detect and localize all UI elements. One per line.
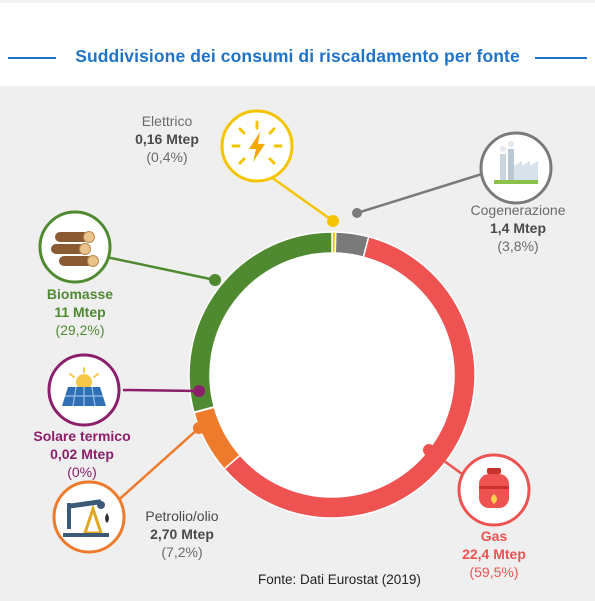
dot-solare	[193, 385, 205, 397]
leader-line-biomasse	[91, 252, 216, 282]
label-gas: Gas 22,4 Mtep (59,5%)	[446, 527, 542, 581]
label-solare-pct: (0%)	[67, 464, 97, 480]
logs-icon	[38, 210, 112, 284]
label-petrolio-name: Petrolio/olio	[145, 508, 219, 524]
source-note: Fonte: Dati Eurostat (2019)	[258, 572, 421, 587]
dot-gas	[423, 444, 435, 456]
dot-biomasse	[209, 274, 221, 286]
label-cogenerazione-pct: (3,8%)	[497, 238, 539, 254]
label-solare-value: 0,02 Mtep	[50, 446, 114, 462]
dot-cogenerazione	[352, 208, 362, 218]
label-gas-pct: (59,5%)	[469, 564, 519, 580]
header-rule-left	[8, 57, 56, 59]
chart-header: Suddivisione dei consumi di riscaldament…	[0, 38, 595, 78]
label-elettrico-name: Elettrico	[141, 113, 193, 129]
factory-icon	[479, 131, 553, 205]
label-cogenerazione-name: Cogenerazione	[470, 202, 566, 218]
chart-title: Suddivisione dei consumi di riscaldament…	[75, 46, 520, 66]
label-elettrico-pct: (0,4%)	[146, 149, 188, 165]
label-elettrico-value: 0,16 Mtep	[135, 131, 199, 147]
label-gas-name: Gas	[480, 528, 508, 544]
label-solare: Solare termico 0,02 Mtep (0%)	[12, 427, 152, 481]
top-border	[0, 0, 595, 3]
oil-pump-icon	[52, 480, 126, 554]
label-petrolio-value: 2,70 Mtep	[150, 526, 214, 542]
label-cogenerazione: Cogenerazione 1,4 Mtep (3,8%)	[448, 201, 588, 255]
lightning-sun-icon	[220, 109, 294, 183]
leader-line-solare	[122, 388, 200, 393]
leader-line-cogenerazione	[356, 172, 483, 215]
solar-panel-icon	[47, 353, 121, 427]
label-petrolio: Petrolio/olio 2,70 Mtep (7,2%)	[122, 507, 242, 561]
gas-cylinder-icon	[457, 453, 531, 527]
donut-slices	[188, 231, 476, 519]
label-petrolio-pct: (7,2%)	[161, 544, 203, 560]
label-biomasse-name: Biomasse	[46, 286, 114, 302]
label-biomasse-pct: (29,2%)	[55, 322, 105, 338]
header-rule-right	[535, 57, 587, 59]
dot-petrolio	[193, 422, 205, 434]
donut-hole	[210, 253, 454, 497]
label-elettrico: Elettrico 0,16 Mtep (0,4%)	[112, 112, 222, 166]
dot-elettrico	[327, 215, 339, 227]
leader-dots	[193, 208, 435, 456]
label-cogenerazione-value: 1,4 Mtep	[489, 220, 546, 236]
label-solare-name: Solare termico	[33, 428, 131, 444]
label-gas-value: 22,4 Mtep	[462, 546, 526, 562]
label-biomasse: Biomasse 11 Mtep (29,2%)	[25, 285, 135, 339]
label-biomasse-value: 11 Mtep	[54, 304, 106, 320]
